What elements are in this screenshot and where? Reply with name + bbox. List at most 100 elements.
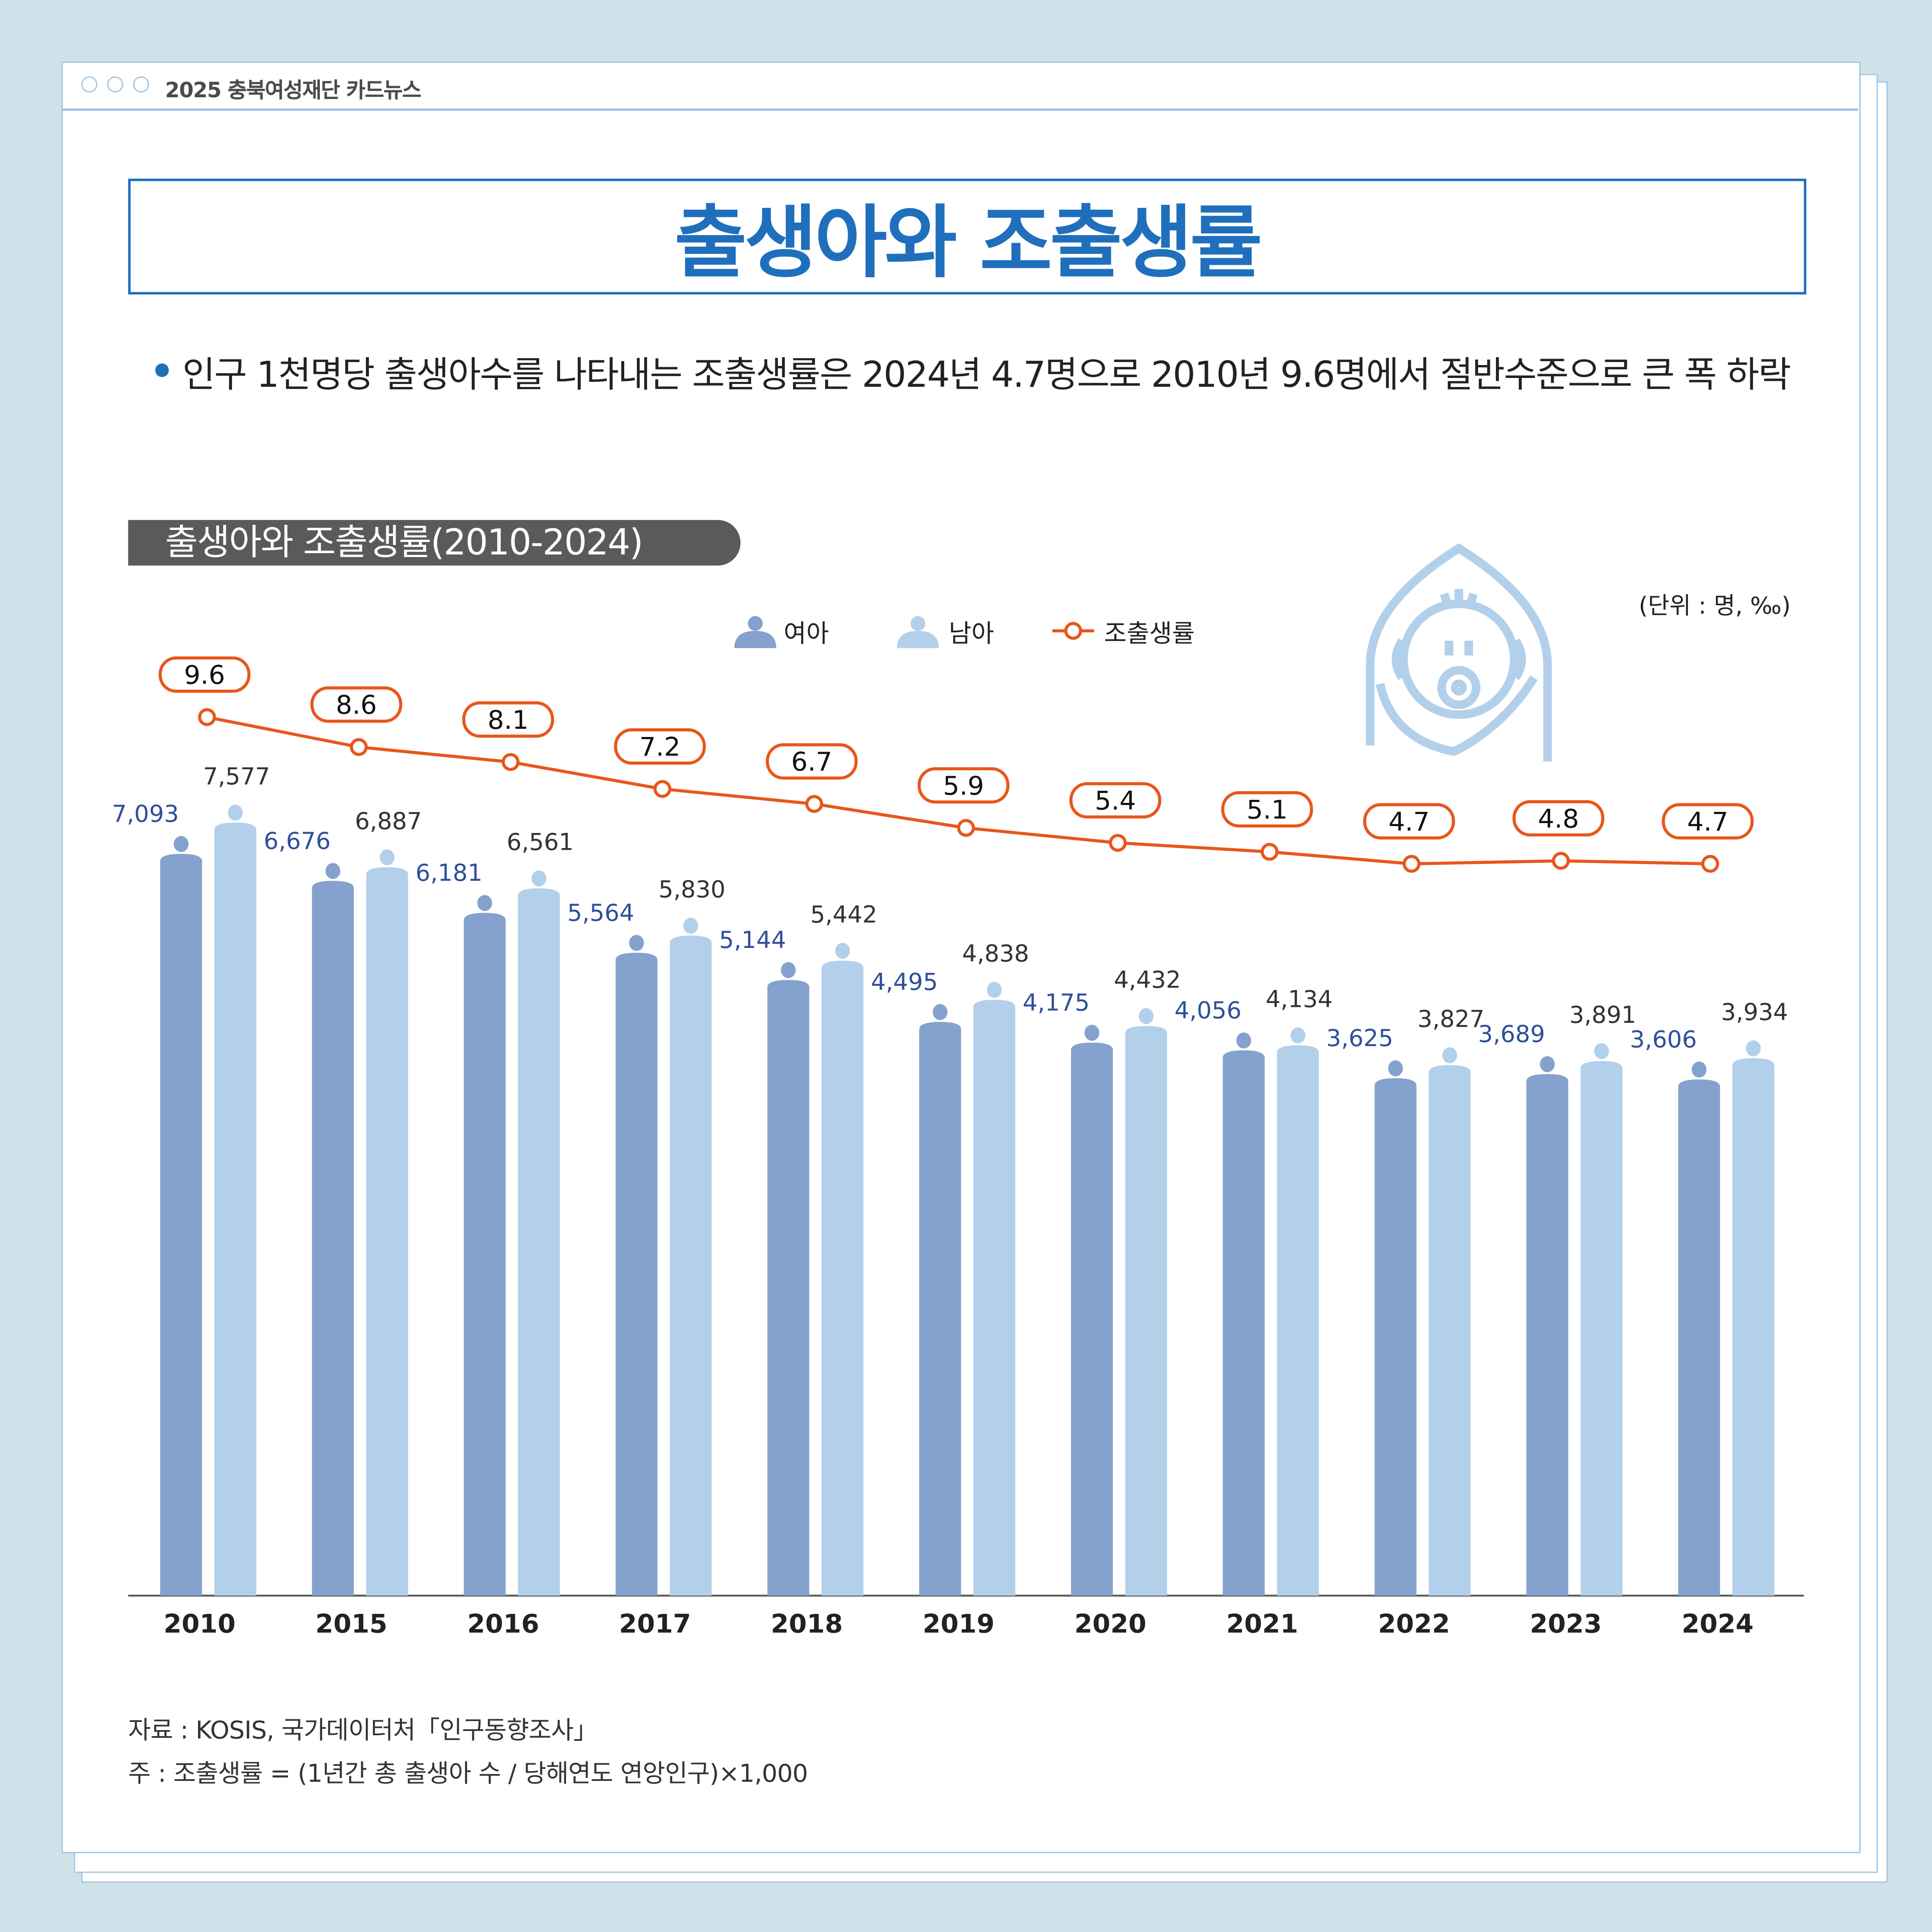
data-label-male: 7,577	[203, 763, 270, 790]
bar-male-head	[228, 805, 243, 821]
rate-label-box	[158, 656, 251, 693]
data-label-male: 4,432	[1114, 966, 1181, 994]
data-label-male: 5,442	[810, 901, 877, 928]
rate-label: 4.7	[1687, 807, 1728, 837]
rate-point	[502, 753, 520, 771]
rate-label: 6.7	[791, 747, 833, 777]
legend-male-label: 남아	[948, 618, 994, 648]
bar-female-head	[1236, 1032, 1251, 1049]
bar-male-head	[1594, 1043, 1609, 1059]
rate-point	[805, 795, 824, 813]
window-circle-icon	[107, 76, 124, 93]
rate-point	[1403, 855, 1421, 873]
bar-female-head	[781, 962, 796, 978]
rate-point	[957, 819, 975, 837]
data-label-male: 3,827	[1418, 1006, 1485, 1033]
window-circle-icon	[81, 76, 98, 93]
bar-male	[669, 935, 712, 1596]
bar-male-head	[683, 917, 698, 934]
x-tick-label: 2017	[619, 1609, 691, 1639]
rate-point	[350, 738, 368, 756]
x-tick-label: 2010	[164, 1609, 235, 1639]
bar-male	[214, 822, 257, 1596]
bar-male	[1580, 1061, 1622, 1596]
bar-male-head	[531, 870, 547, 887]
rate-point	[1701, 855, 1719, 873]
legend-rate-label: 조출생률	[1104, 618, 1195, 648]
x-tick-label: 2015	[316, 1609, 387, 1639]
data-label-male: 4,134	[1266, 985, 1333, 1012]
bar-female	[160, 854, 202, 1596]
rate-label-box	[1069, 782, 1161, 819]
x-tick-label: 2019	[923, 1609, 994, 1639]
data-label-female: 5,144	[719, 926, 786, 954]
data-label-female: 4,495	[871, 969, 938, 996]
rate-label-box	[462, 701, 554, 738]
bar-female-head	[1388, 1060, 1403, 1077]
data-label-male: 3,891	[1569, 1001, 1636, 1028]
rate-point	[1108, 834, 1127, 852]
chart-title: 출생아와 조출생률(2010-2024)	[128, 520, 741, 566]
x-tick-label: 2020	[1074, 1609, 1146, 1639]
rate-point	[1260, 843, 1279, 861]
bar-male-head	[987, 981, 1002, 998]
x-tick-label: 2023	[1530, 1609, 1602, 1639]
rate-label: 4.8	[1538, 804, 1579, 834]
rate-label-box	[1662, 803, 1754, 840]
data-label-female: 7,093	[112, 800, 179, 827]
page-title: 출생아와 조출생률	[674, 198, 1263, 290]
legend-female: 여아	[732, 613, 829, 648]
rate-label-box	[1221, 791, 1313, 828]
rate-label-box	[1512, 800, 1604, 837]
description: 인구 1천명당 출생아수를 나타내는 조출생률은 2024년 4.7명으로 20…	[182, 353, 1791, 396]
formula-note: 주 : 조출생률 = (1년간 총 출생아 수 / 당해연도 연앙인구)×1,0…	[128, 1758, 808, 1788]
bar-male	[1277, 1045, 1319, 1596]
rate-label: 9.6	[184, 660, 225, 690]
rate-point	[198, 708, 216, 726]
bar-female	[1223, 1050, 1265, 1596]
rate-point	[1552, 851, 1570, 870]
female-person-icon	[734, 616, 777, 648]
unit-label: (단위 : 명, ‰)	[1638, 592, 1791, 620]
data-label-female: 4,056	[1174, 997, 1242, 1024]
bullet-icon	[155, 363, 169, 377]
rate-label: 8.6	[336, 690, 377, 720]
rate-point	[653, 780, 672, 798]
data-label-female: 3,689	[1478, 1021, 1545, 1048]
bar-female-head	[325, 863, 341, 879]
data-label-male: 6,887	[355, 808, 422, 835]
bar-female-head	[1691, 1062, 1707, 1078]
rate-label-box	[614, 728, 706, 765]
legend-female-label: 여아	[783, 618, 829, 648]
bar-male	[518, 888, 560, 1596]
bar-female	[1071, 1043, 1113, 1596]
source-note: 자료 : KOSIS, 국가데이터처「인구동향조사」	[128, 1715, 598, 1745]
x-tick-label: 2021	[1226, 1609, 1298, 1639]
bar-male-head	[1746, 1040, 1761, 1056]
bar-male	[1125, 1026, 1167, 1596]
legend-rate: 조출생률	[1052, 613, 1195, 648]
rate-label: 4.7	[1388, 807, 1430, 837]
bar-male-head	[1290, 1027, 1306, 1043]
bar-male	[1429, 1065, 1471, 1596]
window-circle-icon	[133, 76, 149, 93]
bar-male-head	[1442, 1047, 1457, 1064]
rate-label: 8.1	[488, 705, 529, 735]
male-person-icon	[897, 616, 939, 648]
data-label-female: 5,564	[567, 899, 635, 926]
legend-male: 남아	[895, 613, 994, 648]
data-label-female: 4,175	[1023, 989, 1090, 1016]
data-label-female: 3,606	[1630, 1026, 1697, 1053]
line-marker-icon	[1052, 622, 1094, 640]
bar-male	[1732, 1058, 1774, 1596]
rate-label-box	[1363, 803, 1455, 840]
rate-label-box	[917, 767, 1009, 804]
data-label-female: 3,625	[1326, 1025, 1393, 1052]
rate-label-box	[310, 686, 402, 723]
chart: 7,093 7,577 2010 6,676 6,887 2015 6,181 6,561 20…	[112, 656, 1804, 1639]
x-tick-label: 2022	[1378, 1609, 1450, 1639]
x-tick-label: 2024	[1681, 1609, 1753, 1639]
bar-female	[1526, 1074, 1569, 1596]
x-tick-label: 2018	[771, 1609, 843, 1639]
